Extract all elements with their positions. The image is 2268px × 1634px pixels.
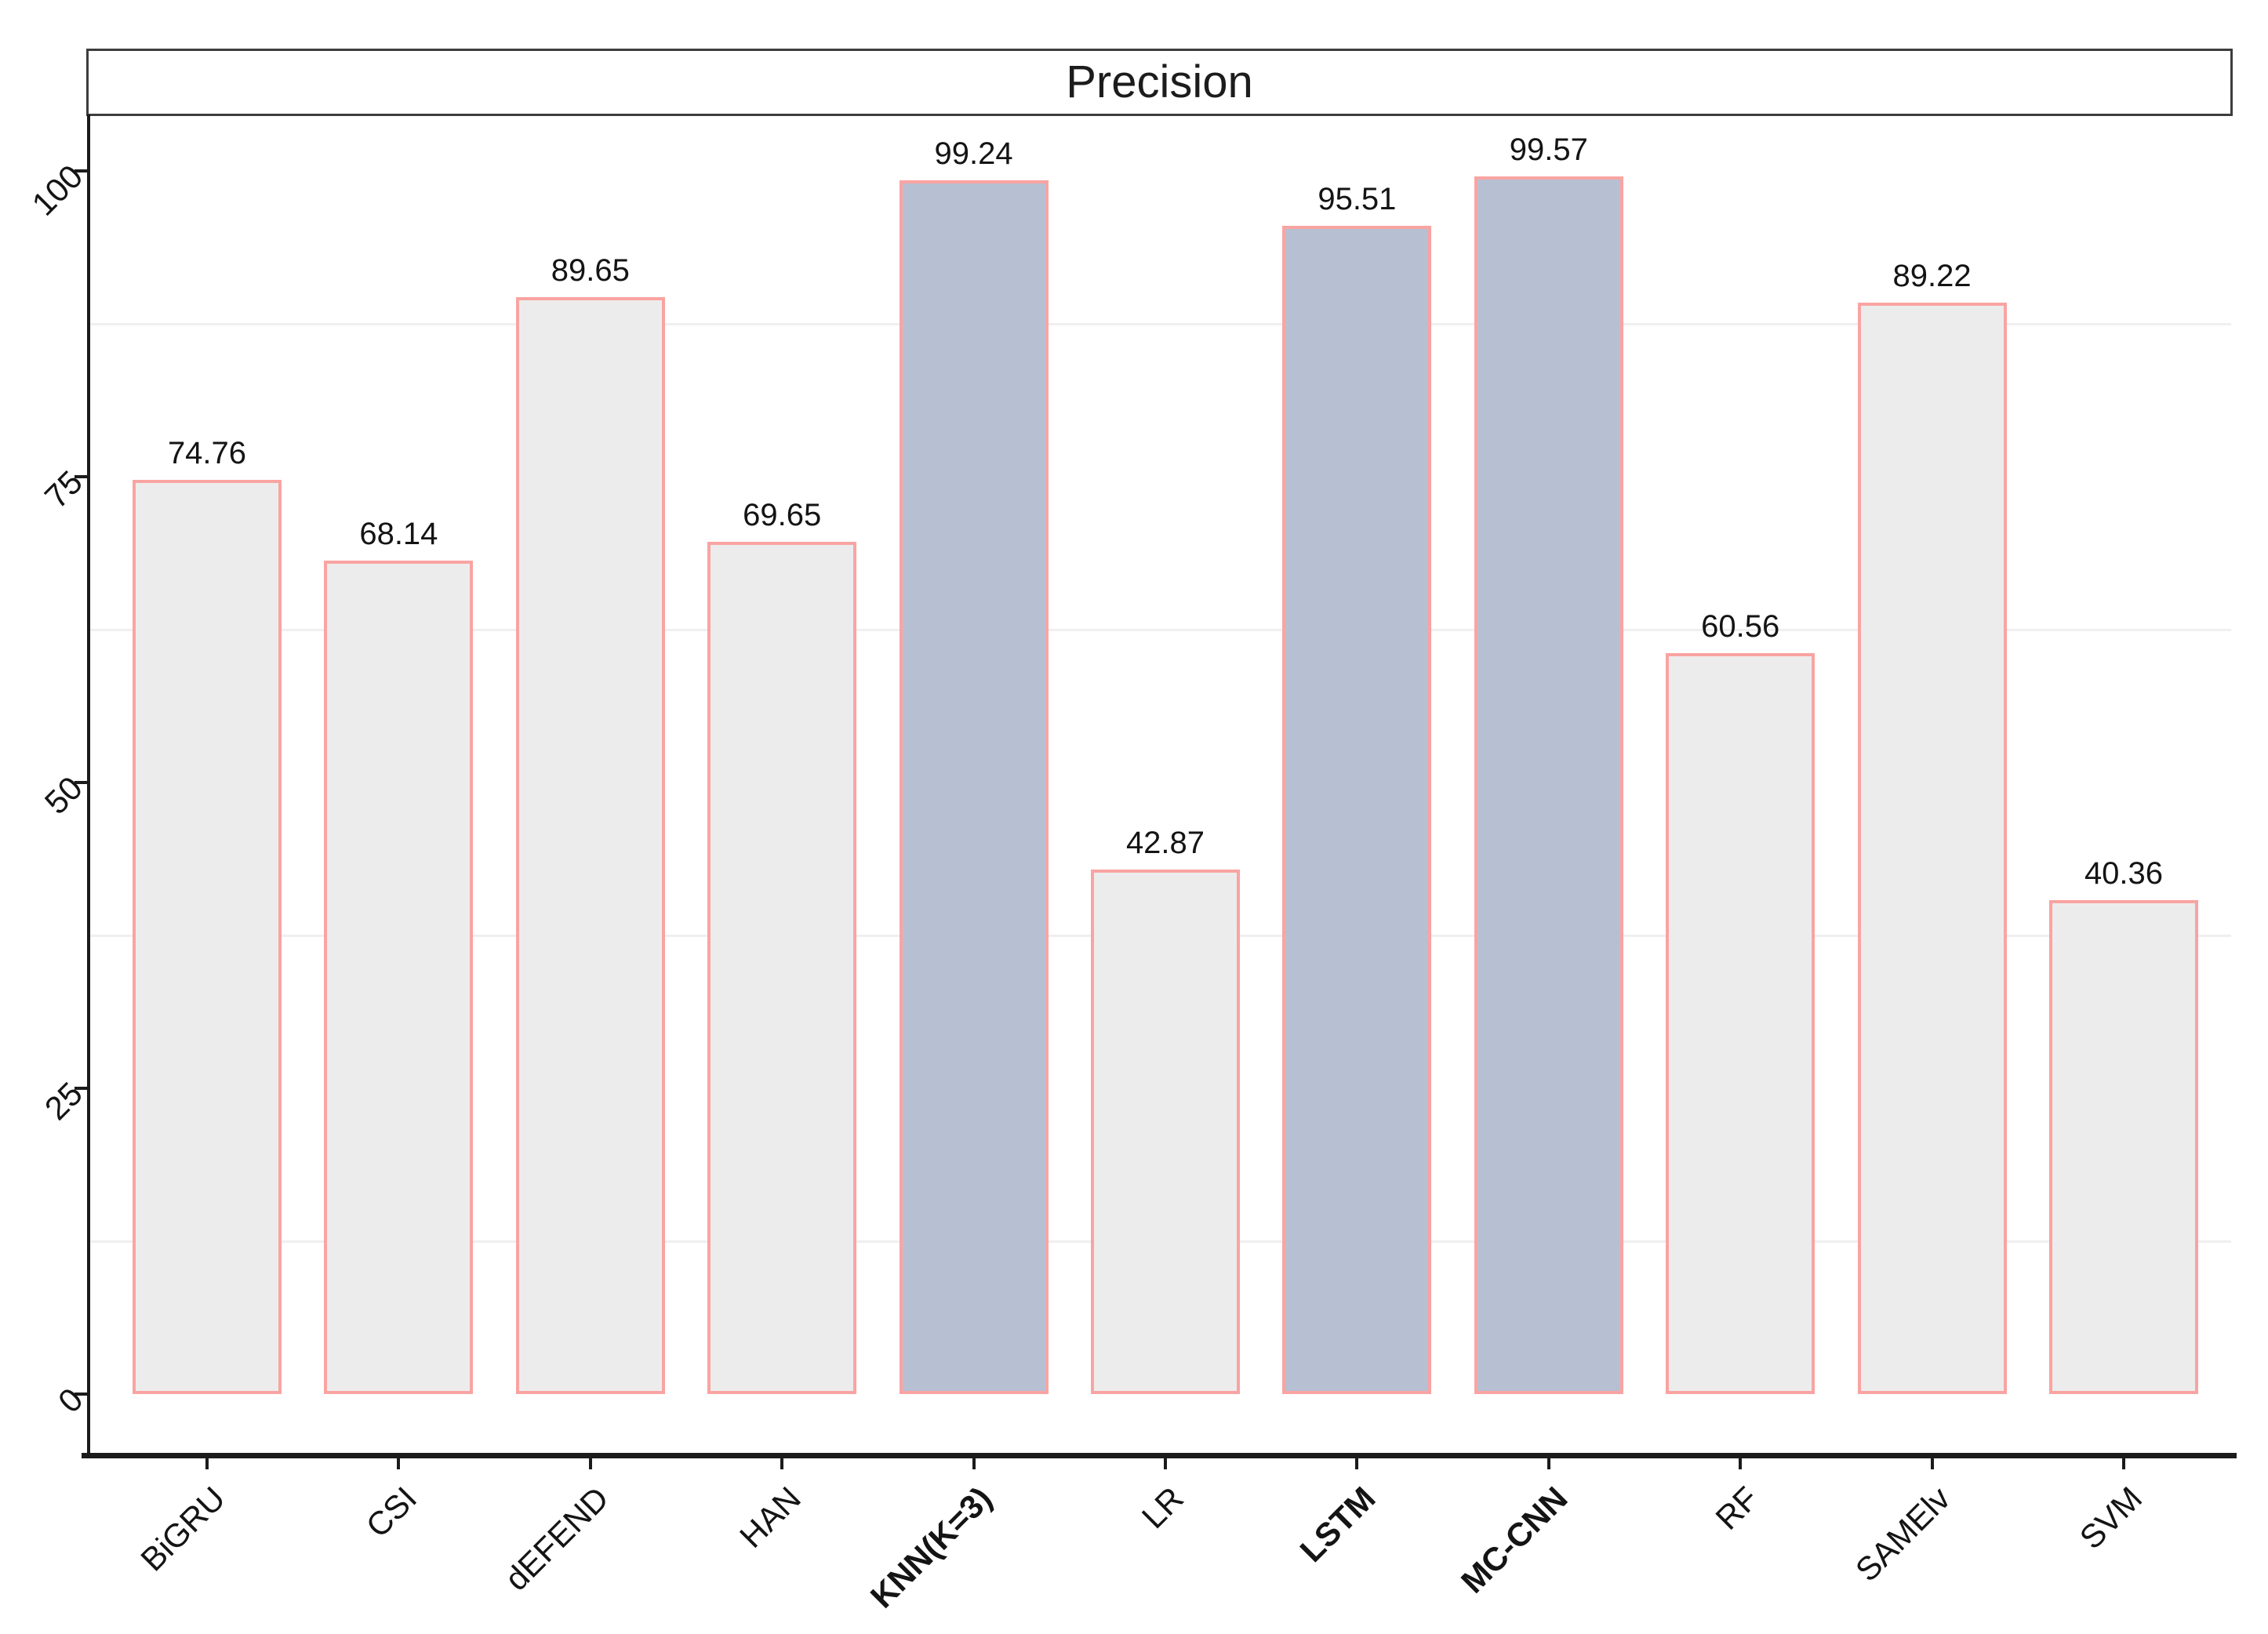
x-axis-tick bbox=[1739, 1458, 1743, 1469]
y-axis-tick bbox=[75, 169, 87, 172]
x-axis-tick bbox=[1164, 1458, 1167, 1469]
chart-title-box: Precision bbox=[86, 49, 2233, 116]
bar-value-label: 68.14 bbox=[359, 517, 438, 552]
bar-value-label: 40.36 bbox=[2084, 856, 2164, 891]
bar-value-label: 89.22 bbox=[1892, 259, 1972, 294]
x-axis-tick bbox=[780, 1458, 784, 1469]
minor-gridline bbox=[89, 323, 2231, 325]
x-axis-label-highlighted: MC-CNN bbox=[1453, 1480, 1575, 1600]
x-axis-label: SAMElv bbox=[1848, 1480, 1957, 1589]
y-axis-tick bbox=[75, 475, 87, 478]
bar bbox=[1857, 303, 2007, 1394]
y-axis-tick bbox=[75, 781, 87, 784]
bar-value-label: 69.65 bbox=[743, 498, 822, 533]
y-axis-label: 50 bbox=[37, 769, 90, 822]
bar-value-label: 89.65 bbox=[551, 253, 630, 289]
minor-gridline bbox=[89, 629, 2231, 631]
x-axis-tick bbox=[1547, 1458, 1550, 1469]
bar bbox=[133, 479, 282, 1394]
x-axis-label-highlighted: KNN(K=3) bbox=[863, 1480, 999, 1615]
x-axis-label: SVM bbox=[2072, 1480, 2150, 1556]
x-axis-tick bbox=[588, 1458, 592, 1469]
bar-value-label: 99.57 bbox=[1509, 132, 1588, 167]
x-axis-line bbox=[82, 1453, 2237, 1458]
y-axis-line bbox=[87, 114, 90, 1458]
x-axis-tick bbox=[1355, 1458, 1359, 1469]
bar bbox=[899, 180, 1049, 1394]
bar bbox=[515, 297, 665, 1394]
x-axis-label: dEFEND bbox=[497, 1480, 616, 1598]
bar-value-label: 99.24 bbox=[934, 136, 1013, 171]
y-axis-label: 0 bbox=[50, 1381, 90, 1420]
bar bbox=[2049, 900, 2198, 1394]
y-axis-tick bbox=[75, 1087, 87, 1090]
y-axis-label: 75 bbox=[37, 463, 90, 516]
x-axis-tick bbox=[2122, 1458, 2125, 1469]
bar bbox=[1282, 226, 1432, 1394]
x-axis-label: LR bbox=[1135, 1480, 1191, 1536]
x-axis-label: CSI bbox=[358, 1480, 424, 1545]
bar bbox=[1091, 870, 1240, 1394]
bar-value-label: 95.51 bbox=[1318, 182, 1397, 217]
bar-value-label: 74.76 bbox=[167, 435, 247, 470]
y-axis-tick bbox=[75, 1393, 87, 1396]
bar bbox=[707, 542, 857, 1394]
x-axis-label: HAN bbox=[732, 1480, 808, 1555]
bar-value-label: 42.87 bbox=[1125, 826, 1205, 861]
x-axis-tick bbox=[205, 1458, 209, 1469]
x-axis-label-highlighted: LSTM bbox=[1292, 1480, 1383, 1570]
x-axis-tick bbox=[397, 1458, 401, 1469]
chart-title: Precision bbox=[1066, 56, 1253, 107]
x-axis-tick bbox=[1930, 1458, 1934, 1469]
bar-value-label: 60.56 bbox=[1701, 609, 1780, 645]
bar bbox=[324, 561, 474, 1394]
x-axis-tick bbox=[972, 1458, 976, 1469]
x-axis-label: BiGRU bbox=[133, 1480, 233, 1578]
x-axis-label: RF bbox=[1708, 1480, 1766, 1537]
y-axis-label: 25 bbox=[37, 1075, 90, 1127]
bar bbox=[1666, 653, 1815, 1394]
bar bbox=[1474, 176, 1623, 1394]
